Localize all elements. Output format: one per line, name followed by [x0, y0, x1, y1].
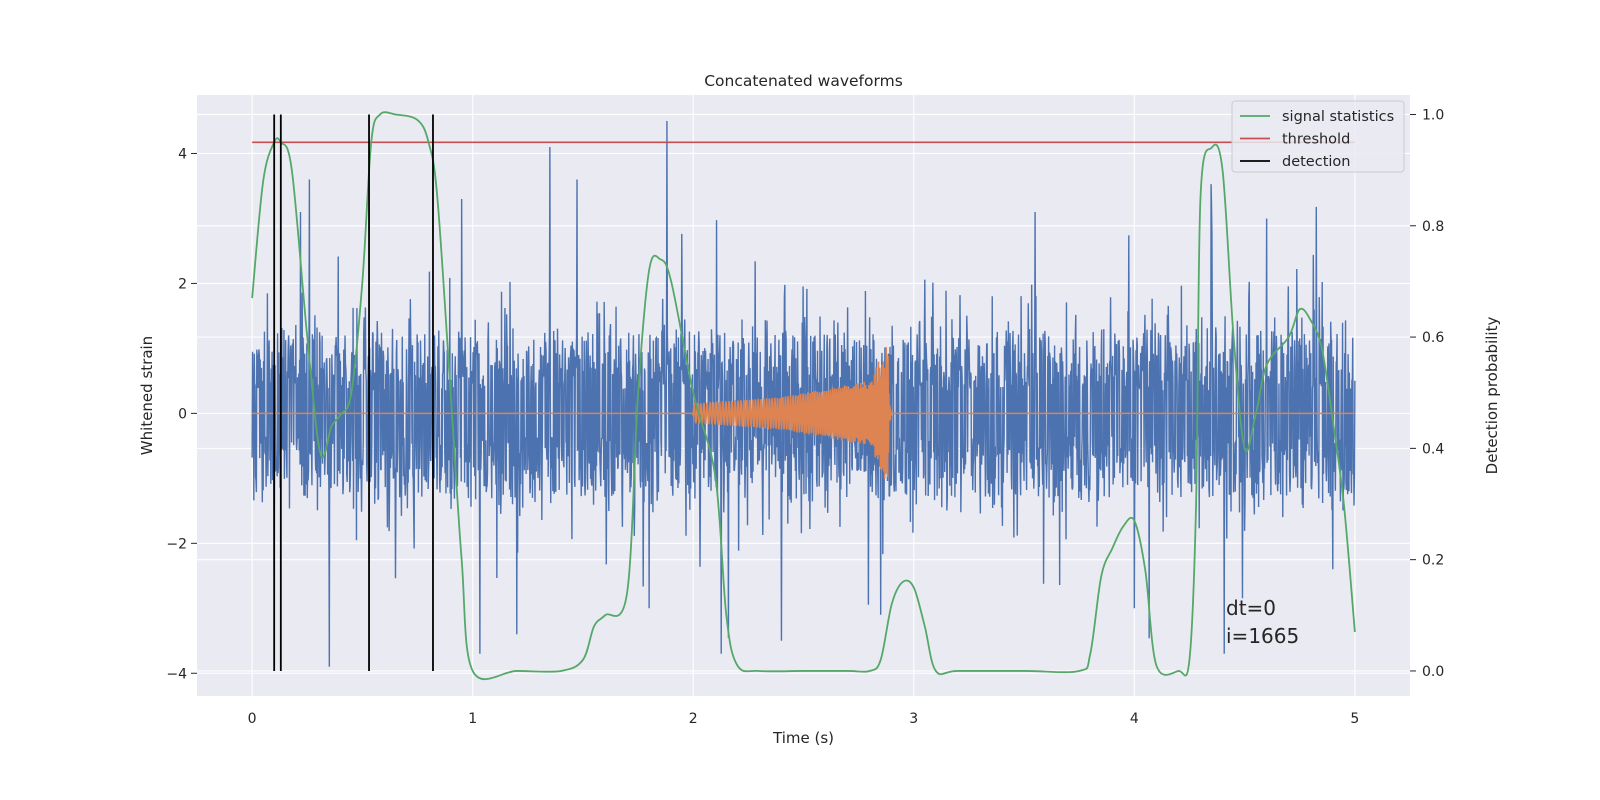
x-tick-label: 1 [468, 711, 477, 727]
x-tick-label: 5 [1350, 711, 1359, 727]
y-tick-label: 0 [178, 406, 187, 422]
data-layer [251, 111, 1356, 681]
legend-label-threshold: threshold [1282, 132, 1350, 148]
series-signal-statistics [251, 111, 1356, 681]
y2-tick-label: 1.0 [1422, 107, 1444, 123]
x-tick-label: 2 [689, 711, 698, 727]
series-injected-waveform [252, 347, 1355, 479]
y2-axis-label: Detection probability [1483, 317, 1501, 475]
annotation-dt: dt=0 [1226, 596, 1276, 620]
y-tick-label: 2 [178, 276, 187, 292]
y-axis-label: Whitened strain [138, 336, 156, 455]
x-tick-label: 0 [248, 711, 257, 727]
chart-title: Concatenated waveforms [704, 72, 903, 90]
axes: 0 1 2 3 4 5 −4 −2 0 2 4 0.0 0.2 0.4 0.6 0.8 1.0 [166, 107, 1444, 727]
y2-tick-label: 0.4 [1422, 441, 1444, 457]
annotation-index: i=1665 [1226, 624, 1299, 648]
legend-label-detection: detection [1282, 154, 1350, 170]
y2-tick-label: 0.6 [1422, 330, 1444, 346]
y-tick-label: −2 [166, 536, 187, 552]
y-tick-label: −4 [166, 666, 187, 682]
y-tick-label: 4 [178, 146, 187, 162]
legend-box [1231, 100, 1405, 173]
legend-label-signal-statistics: signal statistics [1282, 109, 1394, 125]
series-whitened-strain [251, 120, 1356, 667]
x-axis-label: Time (s) [772, 729, 834, 747]
x-tick-label: 4 [1130, 711, 1139, 727]
y2-tick-label: 0.8 [1422, 219, 1444, 235]
x-tick-label: 3 [909, 711, 918, 727]
y2-tick-label: 0.2 [1422, 553, 1444, 569]
y2-tick-label: 0.0 [1422, 664, 1444, 680]
legend: signal statistics threshold detection [1231, 100, 1405, 173]
